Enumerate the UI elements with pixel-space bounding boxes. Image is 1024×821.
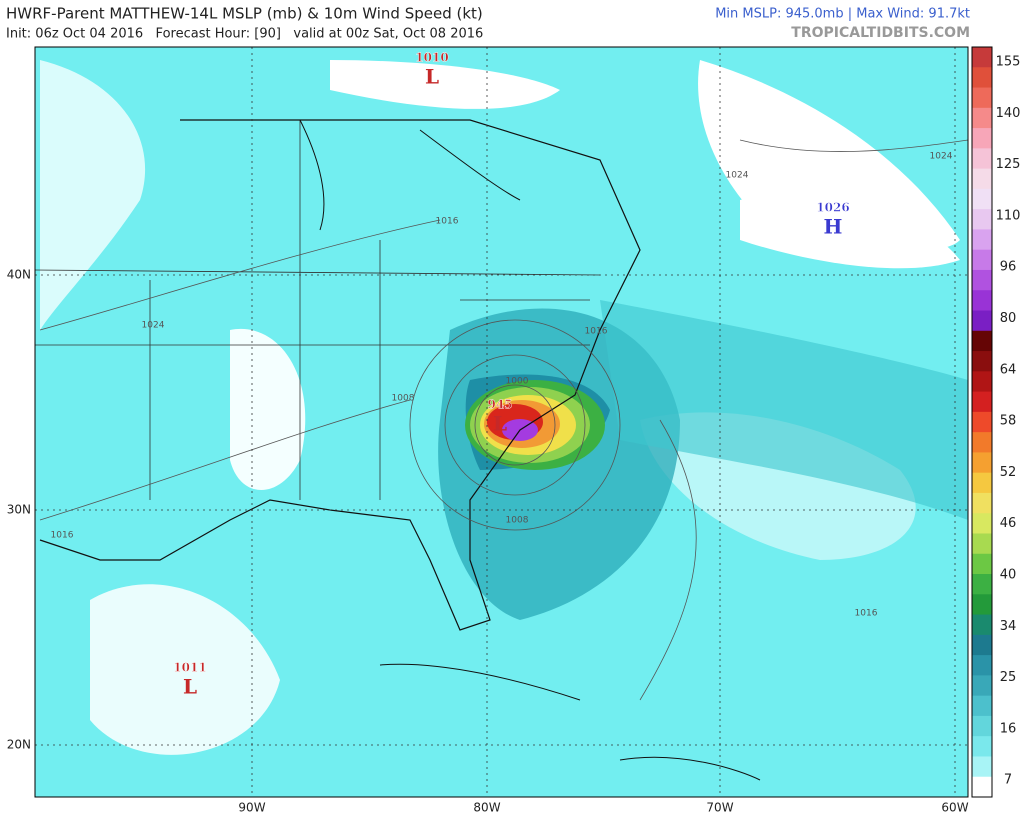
longitude-label: 70W: [706, 801, 733, 815]
pressure-value: 945: [487, 398, 512, 412]
colorbar-swatch: [972, 574, 992, 595]
colorbar-swatch: [972, 148, 992, 170]
colorbar-label: 110: [996, 208, 1021, 223]
colorbar-label: 58: [1000, 414, 1017, 429]
colorbar-label: 96: [1000, 260, 1017, 275]
colorbar-swatch: [972, 269, 992, 291]
colorbar-swatch: [972, 695, 992, 717]
isobar-label: 1016: [855, 609, 878, 619]
colorbar-swatch: [972, 107, 992, 129]
isobar-label: 1016: [51, 531, 74, 541]
latitude-label: 20N: [7, 738, 31, 752]
pressure-symbol: L: [183, 675, 197, 699]
colorbar-swatch: [972, 67, 992, 89]
colorbar-swatch: [972, 553, 992, 575]
colorbar-swatch: [972, 513, 992, 534]
latitude-label: 40N: [7, 268, 31, 282]
colorbar-swatch: [972, 128, 992, 149]
colorbar-label: 80: [1000, 311, 1017, 326]
colorbar-swatch: [972, 229, 992, 251]
colorbar-label: 16: [1000, 721, 1017, 736]
colorbar-label: 25: [1000, 670, 1017, 685]
pressure-symbol: L: [425, 65, 439, 89]
colorbar-label: 34: [1000, 619, 1017, 634]
colorbar-swatch: [972, 776, 992, 798]
pressure-symbol: L: [493, 412, 507, 436]
colorbar-label: 7: [1004, 773, 1012, 788]
colorbar-swatch: [972, 411, 992, 433]
colorbar-label: 52: [1000, 465, 1017, 480]
colorbar-label: 46: [1000, 516, 1017, 531]
stats: Min MSLP: 945.0mb | Max Wind: 91.7kt: [715, 7, 970, 22]
colorbar-swatch: [972, 290, 992, 312]
colorbar-swatch: [972, 249, 992, 271]
colorbar-label: 64: [1000, 362, 1017, 377]
colorbar-label: 125: [996, 157, 1021, 172]
pressure-value: 1026: [816, 201, 849, 215]
colorbar-swatch: [972, 736, 992, 757]
colorbar-label: 40: [1000, 568, 1017, 583]
colorbar-swatch: [972, 432, 992, 453]
colorbar-swatch: [972, 209, 992, 230]
colorbar-swatch: [972, 87, 992, 109]
longitude-label: 90W: [238, 801, 265, 815]
source: TROPICALTIDBITS.COM: [791, 25, 970, 41]
colorbar-swatch: [972, 452, 992, 474]
pressure-value: 1010: [415, 51, 448, 65]
colorbar-label: 140: [996, 106, 1021, 121]
isobar-label: 1000: [506, 377, 529, 387]
colorbar-swatch: [972, 188, 992, 210]
isobar-label: 1008: [392, 394, 415, 404]
colorbar-swatch: [972, 675, 992, 697]
colorbar-swatch: [972, 310, 992, 332]
map: 1010L1026H1011L945L102410241016102410161…: [35, 47, 968, 797]
title: HWRF-Parent MATTHEW-14L MSLP (mb) & 10m …: [6, 5, 483, 23]
pressure-value: 1011: [173, 661, 206, 675]
colorbar-swatch: [972, 655, 992, 676]
colorbar-swatch: [972, 47, 992, 68]
colorbar-swatch: [972, 756, 992, 778]
colorbar-swatch: [972, 351, 992, 372]
colorbar-swatch: [972, 472, 992, 494]
longitude-label: 60W: [941, 801, 968, 815]
colorbar-swatch: [972, 492, 992, 514]
isobar-label: 1024: [930, 152, 953, 162]
colorbar-swatch: [972, 634, 992, 656]
colorbar-swatch: [972, 533, 992, 555]
colorbar-frame: [971, 46, 993, 798]
isobar-label: 1016: [585, 327, 608, 337]
isobar-label: 1008: [506, 516, 529, 526]
colorbar-swatch: [972, 594, 992, 616]
colorbar-label: 155: [996, 55, 1021, 70]
colorbar-swatch: [972, 614, 992, 636]
colorbar-swatch: [972, 168, 992, 190]
colorbar-swatch: [972, 330, 992, 352]
colorbar: [971, 46, 993, 798]
isobar-label: 1024: [142, 321, 165, 331]
colorbar-swatch: [972, 371, 992, 393]
isobar-label: 1016: [436, 217, 459, 227]
colorbar-swatch: [972, 391, 992, 413]
isobar-label: 1024: [726, 171, 749, 181]
longitude-label: 80W: [473, 801, 500, 815]
colorbar-swatch: [972, 715, 992, 737]
latitude-label: 30N: [7, 503, 31, 517]
subtitle: Init: 06z Oct 04 2016 Forecast Hour: [90…: [6, 27, 483, 42]
pressure-symbol: H: [824, 215, 843, 239]
